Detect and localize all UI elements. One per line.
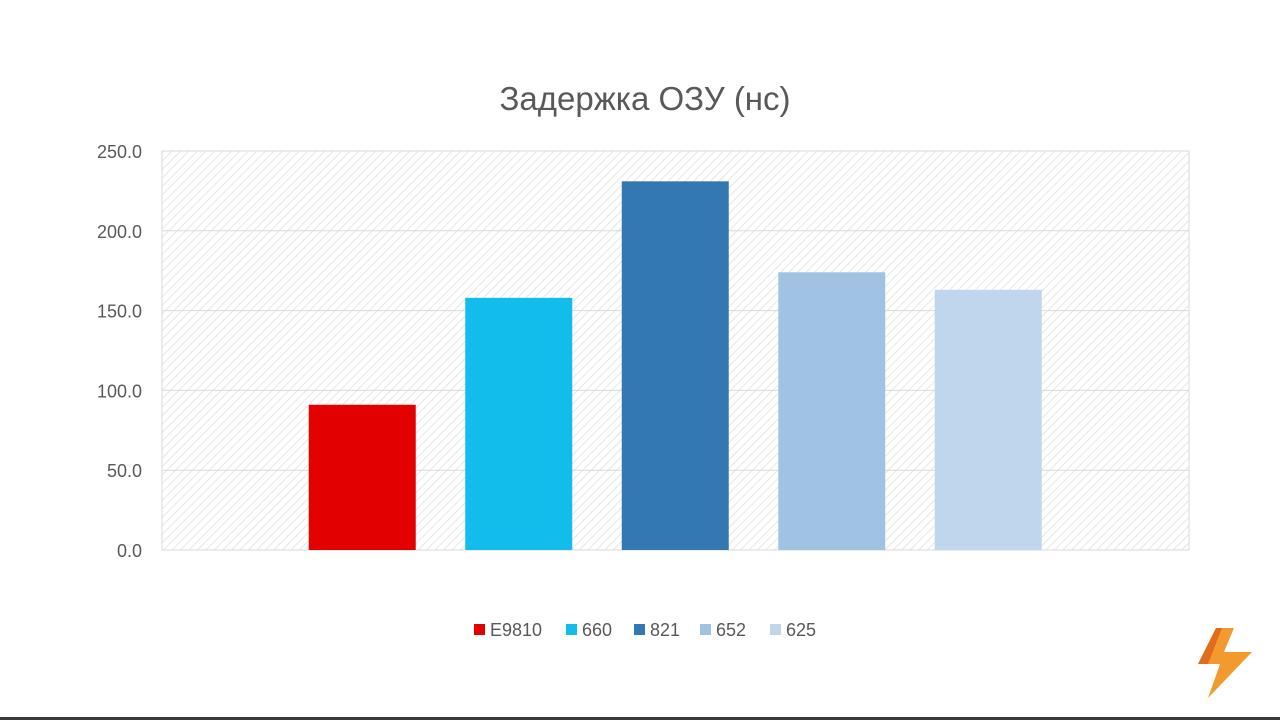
legend-swatch-e9810 bbox=[474, 624, 485, 635]
legend-swatch-660 bbox=[566, 624, 577, 635]
legend-label-625: 625 bbox=[786, 620, 816, 640]
bar-821 bbox=[621, 181, 729, 550]
legend-label-821: 821 bbox=[650, 620, 680, 640]
y-tick-label: 150.0 bbox=[97, 302, 142, 322]
legend-swatch-625 bbox=[770, 624, 781, 635]
y-tick-label: 200.0 bbox=[97, 222, 142, 242]
bar-660 bbox=[465, 297, 573, 550]
lightning-bolt-icon bbox=[1198, 628, 1252, 698]
legend-label-e9810: E9810 bbox=[490, 620, 542, 640]
y-tick-label: 0.0 bbox=[117, 541, 142, 561]
y-tick-label: 50.0 bbox=[107, 461, 142, 481]
bar-652 bbox=[778, 272, 886, 550]
bar-e9810 bbox=[308, 404, 416, 550]
y-axis-ticks: 0.0 50.0 100.0 150.0 200.0 250.0 bbox=[97, 142, 142, 561]
legend: E9810 660 821 652 625 bbox=[474, 620, 816, 640]
bars bbox=[308, 181, 1042, 550]
legend-swatch-652 bbox=[700, 624, 711, 635]
legend-label-652: 652 bbox=[716, 620, 746, 640]
bottom-divider bbox=[0, 717, 1280, 720]
bar-625 bbox=[934, 289, 1042, 550]
y-tick-label: 100.0 bbox=[97, 381, 142, 401]
chart-title: Задержка ОЗУ (нс) bbox=[499, 80, 790, 117]
y-tick-label: 250.0 bbox=[97, 142, 142, 162]
legend-label-660: 660 bbox=[582, 620, 612, 640]
legend-swatch-821 bbox=[634, 624, 645, 635]
